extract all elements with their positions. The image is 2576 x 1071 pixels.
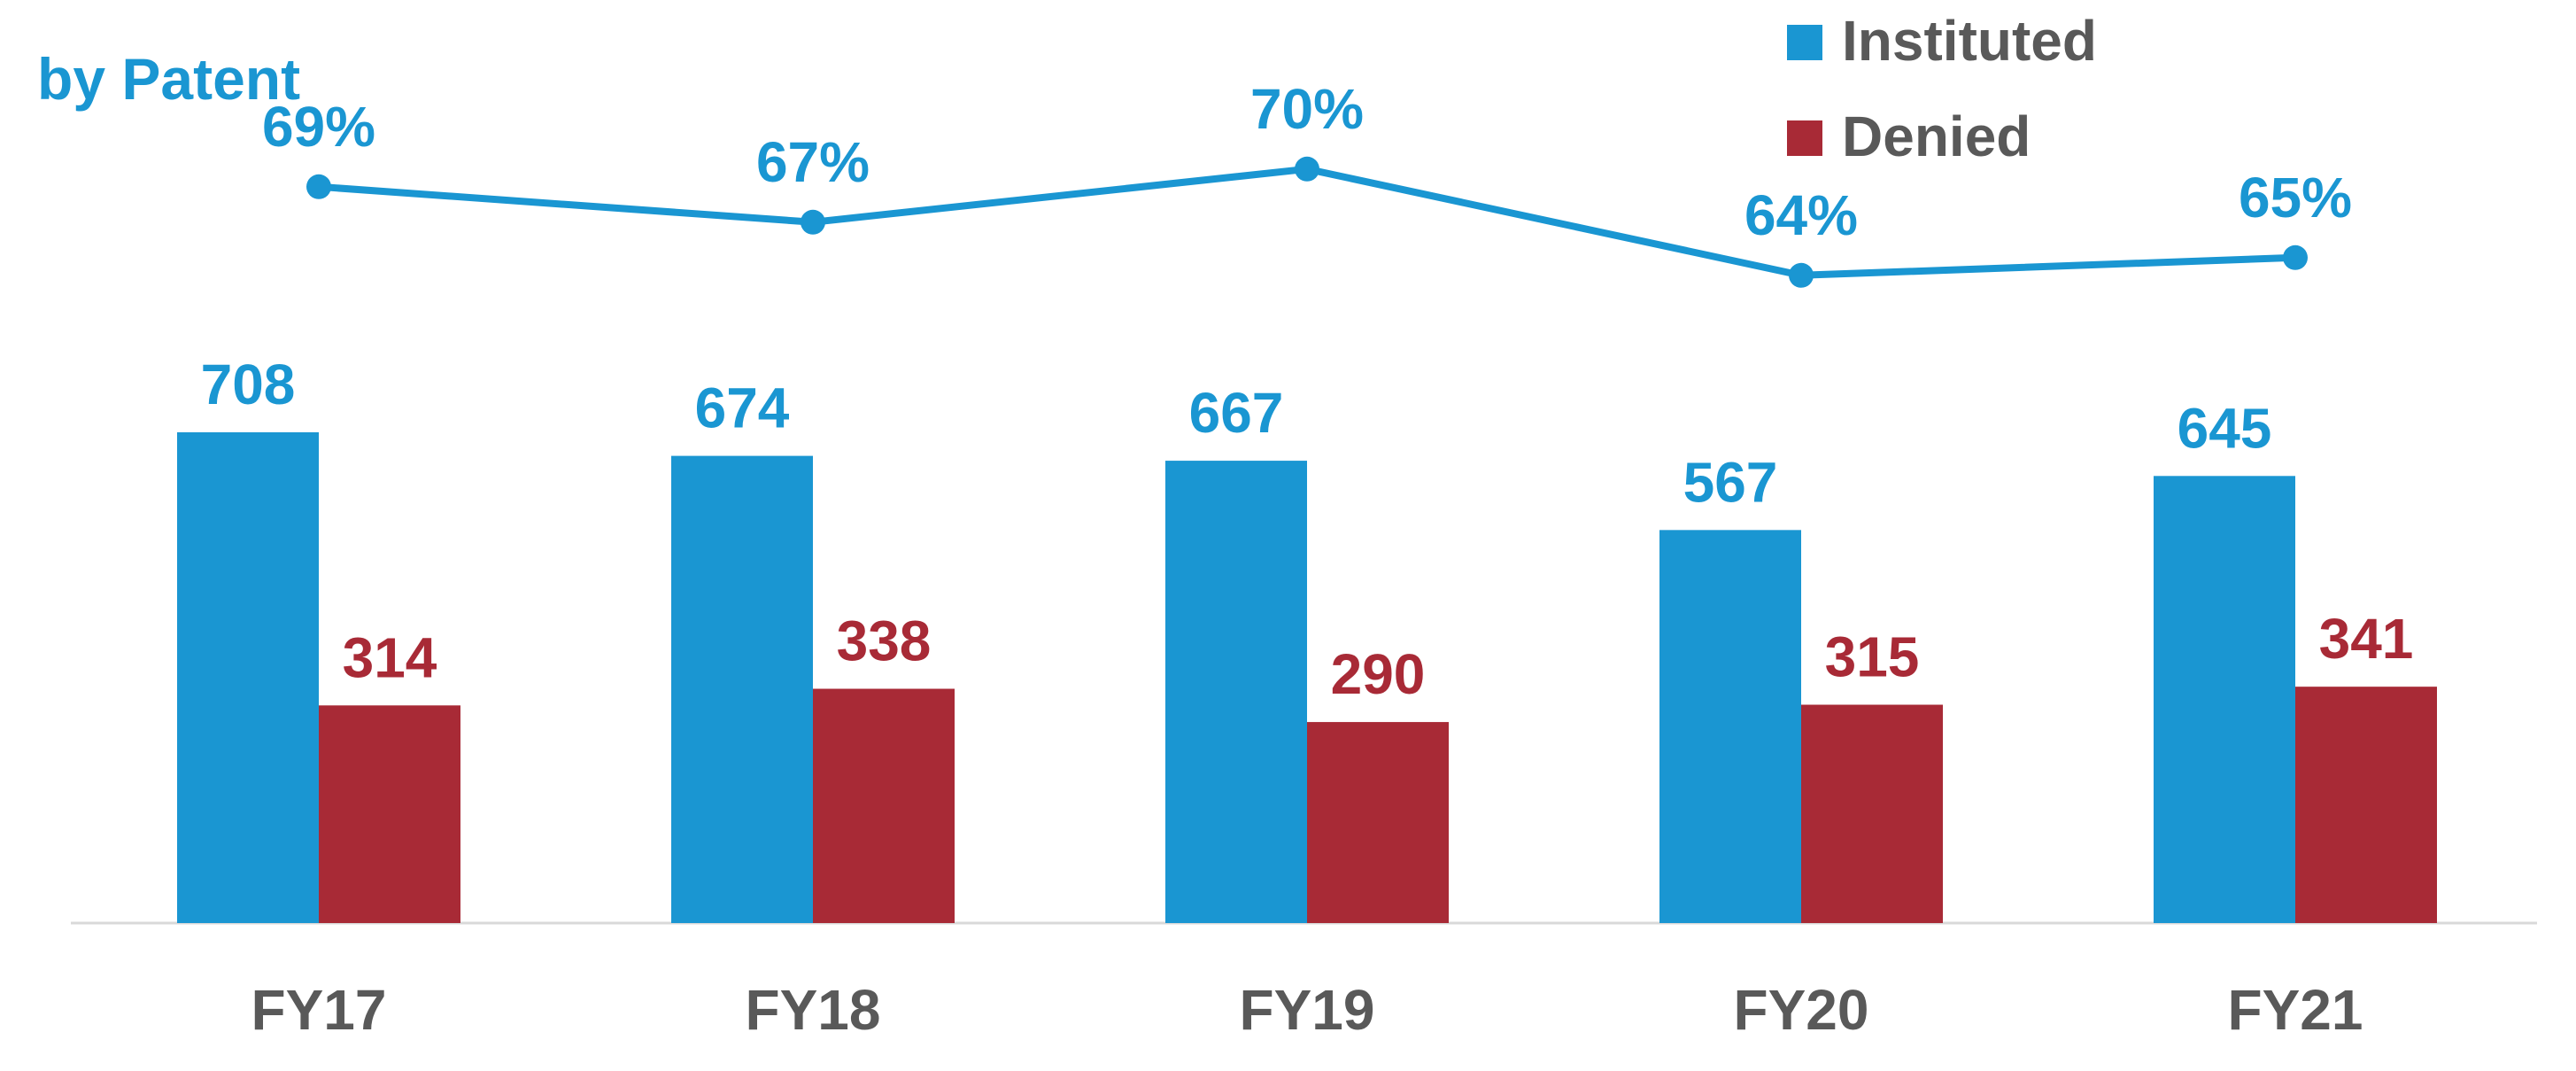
bar-label-denied-fy19: 290: [1331, 642, 1426, 706]
legend-swatch-instituted: [1787, 25, 1822, 60]
rate-point-fy19: [1295, 156, 1319, 182]
bar-label-instituted-fy18: 674: [695, 376, 790, 440]
legend-label-denied: Denied: [1842, 105, 2031, 168]
bar-label-instituted-fy19: 667: [1189, 381, 1284, 445]
rate-label-fy18: 67%: [756, 130, 870, 194]
x-tick-label-fy17: FY17: [251, 978, 387, 1042]
rate-point-fy18: [801, 209, 825, 235]
rate-point-fy20: [1789, 262, 1814, 288]
bar-instituted-fy19: [1165, 461, 1307, 923]
bar-label-denied-fy21: 341: [2319, 607, 2414, 671]
rate-label-fy17: 69%: [262, 95, 375, 159]
bar-denied-fy19: [1307, 722, 1449, 923]
rate-line-layer: 69% 67% 70% 64% 65%: [262, 77, 2352, 288]
bar-label-instituted-fy20: 567: [1683, 450, 1778, 514]
rate-label-fy19: 70%: [1250, 77, 1364, 141]
bar-label-instituted-fy21: 645: [2178, 396, 2272, 460]
rate-point-fy21: [2283, 244, 2308, 270]
x-tick-label-fy19: FY19: [1240, 978, 1375, 1042]
rate-label-fy20: 64%: [1744, 183, 1858, 247]
bar-label-denied-fy18: 338: [837, 609, 932, 673]
legend-label-instituted: Instituted: [1842, 9, 2097, 73]
bar-instituted-fy17: [177, 432, 319, 923]
bar-label-denied-fy20: 315: [1825, 625, 1920, 689]
bar-labels: 708 314 674 338 667 290 567 315 645 341: [201, 353, 2414, 706]
bar-denied-fy17: [319, 705, 460, 923]
bar-label-denied-fy17: 314: [343, 625, 437, 689]
bar-denied-fy20: [1801, 704, 1943, 923]
x-tick-labels: FY17 FY18 FY19 FY20 FY21: [251, 978, 2363, 1042]
bar-instituted-fy21: [2154, 476, 2295, 923]
rate-label-fy21: 65%: [2239, 166, 2352, 229]
rate-point-fy17: [306, 174, 331, 199]
bars: [177, 432, 2437, 923]
bar-instituted-fy20: [1659, 530, 1801, 923]
bar-denied-fy21: [2295, 687, 2437, 923]
legend: Instituted Denied: [1787, 9, 2097, 168]
x-tick-label-fy20: FY20: [1734, 978, 1869, 1042]
x-tick-label-fy18: FY18: [746, 978, 881, 1042]
bar-label-instituted-fy17: 708: [201, 353, 296, 416]
x-tick-label-fy21: FY21: [2228, 978, 2363, 1042]
rate-line: [318, 165, 2296, 279]
bar-instituted-fy18: [671, 455, 813, 923]
bar-denied-fy18: [813, 688, 955, 923]
chart-title: by Patent: [37, 46, 300, 112]
legend-swatch-denied: [1787, 120, 1822, 156]
